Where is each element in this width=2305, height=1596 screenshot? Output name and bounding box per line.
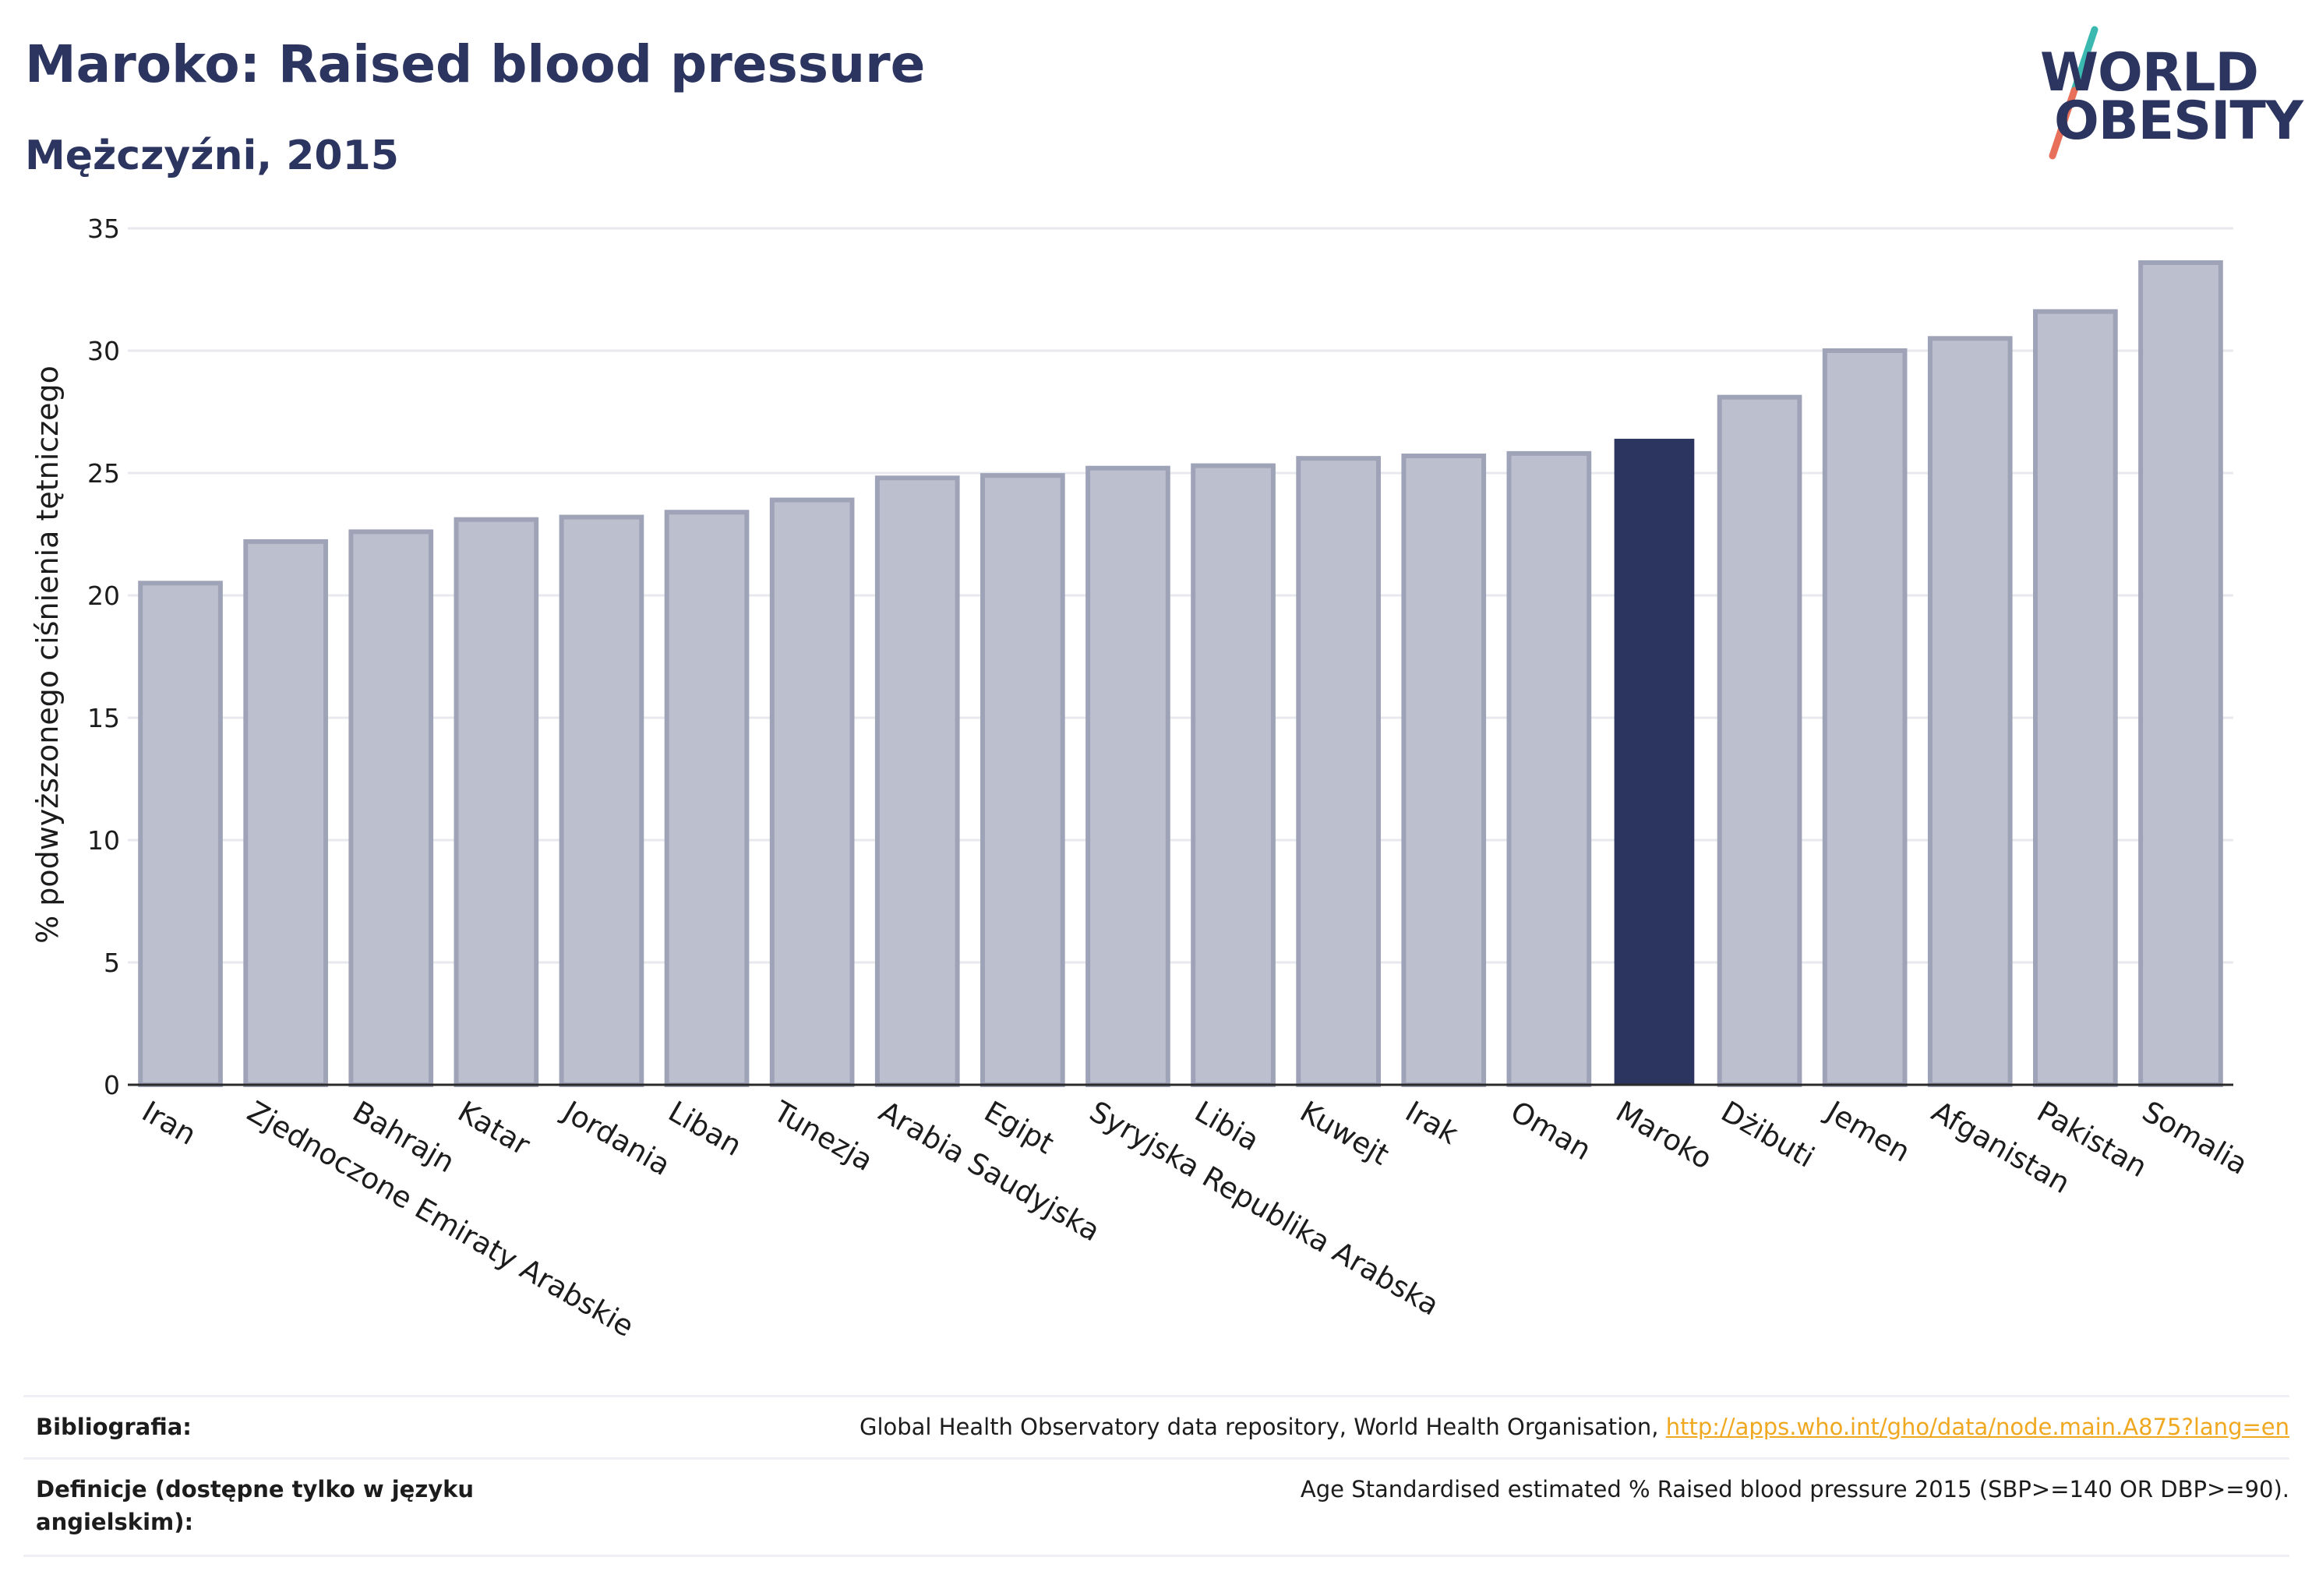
bar	[1822, 348, 1908, 1087]
y-tick-label: 30	[87, 336, 120, 366]
y-tick-label: 15	[87, 703, 120, 733]
x-category-label: Dżibuti	[1716, 1095, 1820, 1174]
x-category-label: Oman	[1505, 1095, 1597, 1167]
bar	[1401, 454, 1487, 1087]
bar	[243, 538, 328, 1088]
x-category-label: Maroko	[1610, 1095, 1717, 1176]
bar	[138, 581, 223, 1087]
x-category-label: Egipt	[979, 1095, 1060, 1161]
bar	[664, 510, 750, 1087]
x-category-labels: Iran Zjednoczone Emiraty ArabskieBahrajnK…	[136, 1094, 2254, 1344]
bibliography-row: Bibliografia: Global Health Observatory …	[23, 1411, 2289, 1449]
bar	[454, 517, 539, 1088]
x-category-label: Jemen	[1820, 1094, 1916, 1169]
bar-chart: 0 5 10 15 20 25 30 35 Iran Zjednoczone Emiraty A…	[30, 214, 2254, 1344]
x-category-label: Libia	[1189, 1095, 1265, 1158]
y-tick-label: 10	[87, 825, 120, 856]
definitions-row: Definicje (dostępne tylko w języku angie…	[23, 1473, 2289, 1543]
x-category-label: Jordania	[556, 1094, 676, 1183]
bar	[1191, 463, 1276, 1087]
bar	[1506, 450, 1592, 1087]
bar	[2138, 260, 2223, 1088]
bar-highlighted	[1614, 439, 1695, 1085]
y-tick-label: 20	[87, 581, 120, 611]
bibliography-value: Global Health Observatory data repositor…	[860, 1411, 2289, 1443]
logo-slash-icon	[2049, 26, 2099, 160]
y-tick-labels: 0 5 10 15 20 25 30 35	[87, 214, 120, 1100]
bars	[138, 260, 2223, 1088]
bar	[2033, 309, 2118, 1087]
x-category-label: Somalia	[2137, 1095, 2254, 1181]
chart-subtitle: Mężczyźni, 2015	[25, 132, 399, 179]
bar	[1085, 465, 1170, 1088]
y-tick-label: 0	[104, 1070, 120, 1100]
bar	[559, 514, 644, 1087]
y-tick-label: 25	[87, 458, 120, 489]
y-axis-title: % podwyższonego ciśnienia tętniczego	[30, 365, 65, 944]
footer-divider-middle	[23, 1457, 2289, 1460]
bar	[874, 475, 960, 1087]
world-obesity-logo: WORLD OBESITY	[2026, 22, 2303, 170]
logo-line-1: WORLD	[2040, 42, 2259, 104]
x-category-label: Irak	[1400, 1095, 1464, 1152]
bar	[769, 497, 855, 1088]
bar	[980, 473, 1065, 1087]
footer-divider-top	[23, 1395, 2289, 1397]
bar	[1717, 394, 1802, 1088]
bar	[348, 529, 434, 1087]
bibliography-label: Bibliografia:	[36, 1414, 192, 1440]
x-category-label: Kuwejt	[1294, 1095, 1395, 1172]
y-tick-label: 35	[87, 214, 120, 244]
x-category-label: Iran	[136, 1095, 202, 1152]
footer-divider-bottom	[23, 1555, 2289, 1557]
bibliography-link[interactable]: http://apps.who.int/gho/data/node.main.A…	[1665, 1414, 2289, 1440]
chart-footer: Bibliografia: Global Health Observatory …	[23, 1395, 2289, 1566]
grid-lines	[128, 227, 2233, 964]
bibliography-text: Global Health Observatory data repositor…	[859, 1414, 1659, 1440]
logo-line-2: OBESITY	[2054, 90, 2303, 152]
definitions-label: Definicje (dostępne tylko w języku angie…	[36, 1476, 475, 1535]
bar	[1927, 336, 2013, 1088]
x-category-label: Tunezja	[768, 1094, 879, 1178]
definitions-value: Age Standardised estimated % Raised bloo…	[1300, 1476, 2289, 1502]
x-category-label: Katar	[452, 1095, 536, 1163]
bar	[1296, 456, 1381, 1088]
y-tick-label: 5	[104, 948, 120, 978]
chart-title: Maroko: Raised blood pressure	[25, 34, 926, 94]
